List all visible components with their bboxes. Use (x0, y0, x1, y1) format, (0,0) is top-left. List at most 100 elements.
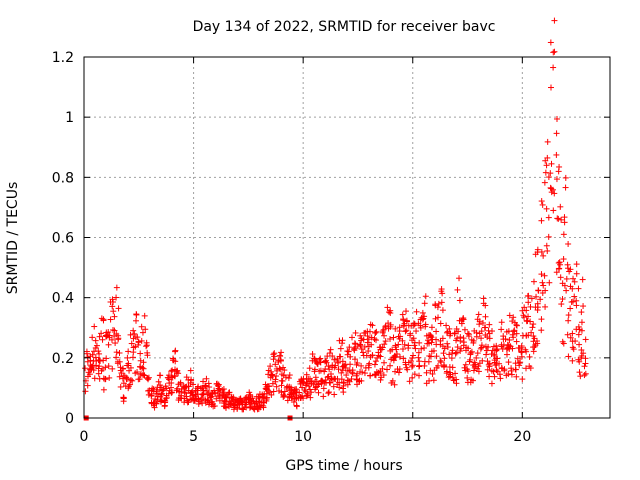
data-point (524, 293, 531, 300)
data-point (493, 367, 500, 374)
data-point (99, 336, 106, 343)
data-point (405, 359, 412, 366)
data-point (382, 324, 389, 331)
data-point (359, 369, 366, 376)
data-point (569, 357, 576, 364)
data-point (248, 397, 255, 404)
data-point (432, 301, 439, 308)
data-point (387, 321, 394, 328)
data-point (485, 361, 492, 368)
data-point (410, 335, 417, 342)
data-point (454, 286, 461, 293)
data-point (548, 189, 555, 196)
data-point (440, 350, 447, 357)
data-point (84, 350, 91, 357)
data-point (534, 304, 541, 311)
data-point (544, 247, 551, 254)
data-point (438, 299, 445, 306)
data-point (392, 325, 399, 332)
data-point (135, 338, 142, 345)
data-point (538, 271, 545, 278)
data-point (464, 368, 471, 375)
data-point (115, 305, 122, 312)
data-point (540, 252, 547, 259)
data-point (439, 290, 446, 297)
data-point (103, 355, 110, 362)
data-point (510, 314, 517, 321)
data-point (352, 356, 359, 363)
data-point (486, 321, 493, 328)
axis-ticks: 0 0.2 0.4 0.6 0.8 1 1.2 0 5 10 15 20 (52, 50, 610, 445)
data-point (503, 351, 510, 358)
data-point (571, 293, 578, 300)
data-point (139, 364, 146, 371)
data-point (162, 383, 169, 390)
data-point (525, 313, 532, 320)
y-tick-label: 0.6 (52, 231, 74, 247)
data-point (560, 231, 567, 238)
data-point (497, 375, 504, 382)
data-point (396, 366, 403, 373)
data-point (511, 327, 518, 334)
data-point (140, 359, 147, 366)
data-point (129, 377, 136, 384)
data-point (462, 361, 469, 368)
data-point (95, 348, 102, 355)
data-point (443, 370, 450, 377)
data-point (343, 372, 350, 379)
data-point (145, 374, 152, 381)
data-point (105, 341, 112, 348)
data-point (223, 404, 230, 411)
data-point (380, 372, 387, 379)
data-point (300, 379, 307, 386)
data-point (452, 350, 459, 357)
data-point (545, 233, 552, 240)
data-point (450, 377, 457, 384)
data-point (575, 331, 582, 338)
data-point (279, 378, 286, 385)
data-point (416, 372, 423, 379)
data-point (539, 279, 546, 286)
data-point (116, 373, 123, 380)
data-point (323, 359, 330, 366)
data-point (278, 349, 285, 356)
data-point (434, 304, 441, 311)
data-point (209, 391, 216, 398)
data-point (547, 170, 554, 177)
data-point (381, 332, 388, 339)
data-point (410, 352, 417, 359)
data-point (421, 344, 428, 351)
data-point (90, 367, 97, 374)
data-point (523, 318, 530, 325)
data-point (529, 324, 536, 331)
data-point (270, 388, 277, 395)
data-point (578, 353, 585, 360)
data-point (581, 372, 588, 379)
data-point (528, 295, 535, 302)
data-point (387, 362, 394, 369)
data-point (476, 321, 483, 328)
data-point (149, 385, 156, 392)
data-point (538, 316, 545, 323)
data-point (137, 350, 144, 357)
data-point (299, 384, 306, 391)
data-point (488, 367, 495, 374)
data-point (464, 374, 471, 381)
data-point (551, 190, 558, 197)
data-point (105, 329, 112, 336)
data-point (538, 248, 545, 255)
data-point (493, 360, 500, 367)
data-point (521, 314, 528, 321)
data-point (486, 360, 493, 367)
data-point (307, 394, 314, 401)
data-point (84, 382, 91, 389)
data-point (547, 39, 554, 46)
data-point (443, 329, 450, 336)
data-point (569, 344, 576, 351)
data-point (347, 353, 354, 360)
data-point (543, 205, 550, 212)
data-point (538, 217, 545, 224)
data-point (459, 316, 466, 323)
data-point (109, 303, 116, 310)
data-point (305, 383, 312, 390)
